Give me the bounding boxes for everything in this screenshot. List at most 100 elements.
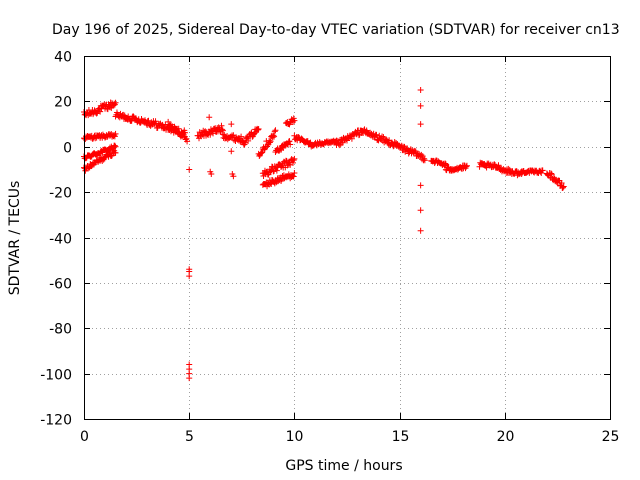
data-point [112, 99, 119, 106]
data-point [289, 159, 296, 166]
y-tick-label: 40 [54, 50, 72, 66]
data-point [417, 87, 424, 94]
data-point [339, 139, 346, 146]
data-point [417, 182, 424, 189]
data-points [81, 87, 567, 382]
data-point [167, 121, 174, 128]
data-point [417, 207, 424, 214]
x-tick-label: 20 [497, 429, 515, 445]
data-point [230, 173, 237, 180]
data-point [476, 163, 483, 170]
data-point [112, 143, 119, 150]
data-point [255, 125, 262, 132]
data-point [491, 161, 498, 168]
data-point [417, 227, 424, 234]
data-point [548, 171, 555, 178]
data-point [245, 137, 252, 144]
data-point [270, 132, 277, 139]
data-point [273, 167, 280, 174]
data-point [184, 138, 191, 145]
data-point [271, 163, 278, 170]
data-point [186, 166, 193, 173]
grid-lines [84, 56, 610, 419]
data-point [266, 139, 273, 146]
data-point [120, 111, 127, 118]
data-point [278, 176, 285, 183]
y-tick-labels: 40 20 0 -20 -40 -60 -80 -100 -120 [40, 50, 72, 429]
data-point [336, 142, 343, 149]
data-point [289, 119, 296, 126]
data-point [259, 149, 266, 156]
data-point [383, 136, 390, 143]
data-point [111, 100, 118, 107]
data-point [495, 162, 502, 169]
data-point [539, 167, 546, 174]
data-point [219, 131, 226, 138]
data-point [418, 151, 425, 158]
data-point [111, 132, 118, 139]
axis-ticks [84, 56, 611, 420]
plot-frame [84, 56, 611, 420]
data-point [506, 166, 513, 173]
x-tick-labels: 0 5 10 15 20 25 [80, 429, 619, 445]
data-point [373, 131, 380, 138]
data-point [271, 133, 278, 140]
data-point [152, 118, 159, 125]
data-point [208, 170, 215, 177]
y-tick-label: -80 [49, 322, 72, 338]
data-point [363, 127, 370, 134]
data-point [257, 150, 264, 157]
data-point [442, 160, 449, 167]
data-point [254, 126, 261, 133]
data-point [463, 163, 470, 170]
data-point [412, 149, 419, 156]
data-point [219, 126, 226, 133]
data-point [284, 162, 291, 169]
data-point [286, 138, 293, 145]
data-point [558, 179, 565, 186]
data-point [376, 132, 383, 139]
data-point [267, 138, 274, 145]
data-point [291, 117, 298, 124]
data-point [186, 375, 193, 382]
x-tick-label: 25 [602, 429, 620, 445]
x-axis-label: GPS time / hours [285, 458, 402, 474]
data-point [206, 114, 213, 121]
data-point [271, 128, 278, 135]
data-point [417, 121, 424, 128]
data-point [228, 121, 235, 128]
x-tick-label: 10 [286, 429, 304, 445]
data-point [272, 127, 279, 134]
data-point [221, 131, 228, 138]
data-point [290, 157, 297, 164]
y-tick-label: 20 [54, 95, 72, 111]
data-point [398, 142, 405, 149]
data-point [261, 146, 268, 153]
data-point [463, 162, 470, 169]
data-point [348, 135, 355, 142]
data-point [280, 145, 287, 152]
y-tick-label: -60 [49, 277, 72, 293]
data-point [93, 110, 100, 117]
data-point [251, 130, 258, 137]
y-tick-label: -40 [49, 232, 72, 248]
data-point [207, 131, 214, 138]
data-point [109, 152, 116, 159]
y-tick-label: -120 [40, 413, 72, 429]
data-point [560, 184, 567, 191]
y-tick-label: 0 [63, 141, 72, 157]
data-point [421, 155, 428, 162]
y-tick-label: -20 [49, 186, 72, 202]
data-point [419, 153, 426, 160]
x-tick-label: 15 [392, 429, 410, 445]
data-point [228, 148, 235, 155]
data-point [459, 165, 466, 172]
data-point [94, 109, 101, 116]
data-point [548, 170, 555, 177]
data-point [291, 155, 298, 162]
data-point [165, 118, 172, 125]
data-point [283, 157, 290, 164]
data-point [121, 112, 128, 119]
data-point [417, 102, 424, 109]
